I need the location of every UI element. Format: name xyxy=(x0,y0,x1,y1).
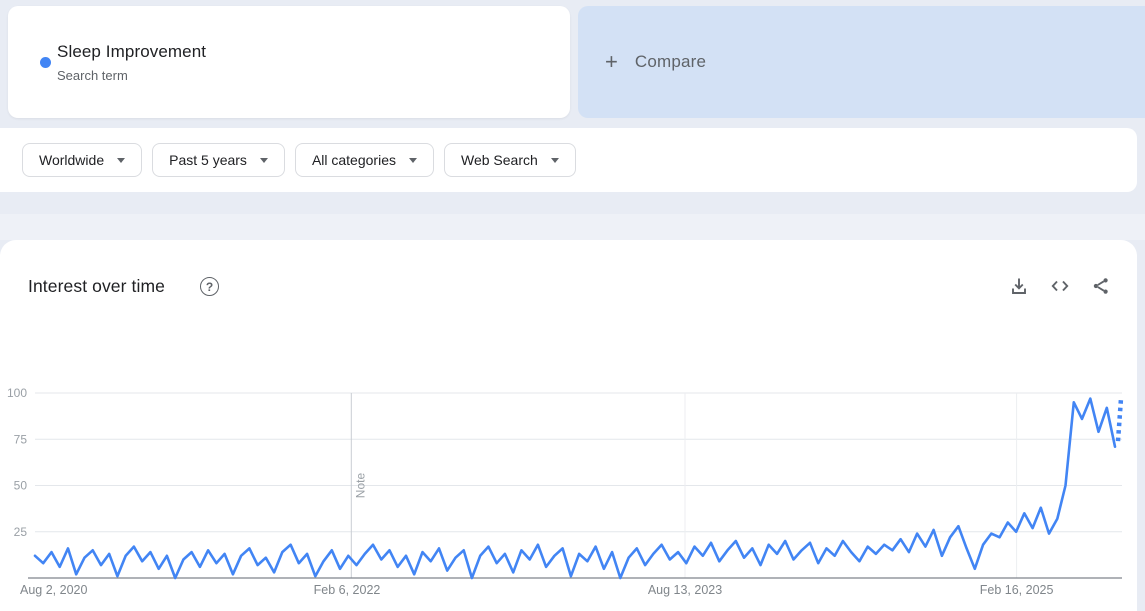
filter-search-type-dropdown[interactable]: Web Search xyxy=(443,143,576,177)
chart-actions xyxy=(1005,272,1115,300)
svg-text:Feb 6, 2022: Feb 6, 2022 xyxy=(314,583,381,597)
add-comparison-card[interactable]: + Compare xyxy=(578,6,1145,118)
search-term-card[interactable]: Sleep Improvement Search term xyxy=(8,6,570,118)
chevron-down-icon xyxy=(117,157,126,163)
filter-category-dropdown[interactable]: All categories xyxy=(294,143,434,177)
svg-text:25: 25 xyxy=(14,525,28,539)
svg-text:Aug 2, 2020: Aug 2, 2020 xyxy=(20,583,87,597)
filter-geo-label: Worldwide xyxy=(39,152,105,168)
help-icon[interactable]: ? xyxy=(200,277,219,296)
search-term-type-label: Search term xyxy=(57,68,128,83)
section-title: Interest over time xyxy=(28,276,165,296)
plus-icon: + xyxy=(605,49,618,74)
embed-code-icon xyxy=(1051,280,1069,292)
search-term-title: Sleep Improvement xyxy=(57,42,207,61)
chevron-down-icon xyxy=(259,157,268,163)
svg-text:Note: Note xyxy=(353,473,367,499)
svg-text:50: 50 xyxy=(14,479,28,493)
download-icon xyxy=(1012,278,1026,294)
share-icon xyxy=(1093,278,1108,294)
chevron-down-icon xyxy=(408,157,417,163)
page-background-band xyxy=(0,214,1145,240)
filter-time-dropdown[interactable]: Past 5 years xyxy=(152,143,285,177)
svg-text:Feb 16, 2025: Feb 16, 2025 xyxy=(980,583,1054,597)
interest-over-time-chart[interactable]: 25 50 75 100 Note Aug 2, 2020 Feb 6, 2022 Aug 1… xyxy=(0,340,1137,608)
download-button[interactable] xyxy=(1005,272,1033,300)
svg-text:Aug 13, 2023: Aug 13, 2023 xyxy=(648,583,722,597)
filter-geo-dropdown[interactable]: Worldwide xyxy=(22,143,143,177)
filter-time-label: Past 5 years xyxy=(169,152,247,168)
embed-button[interactable] xyxy=(1046,272,1074,300)
share-button[interactable] xyxy=(1087,272,1115,300)
interest-over-time-card: Interest over time ? 25 50 75 xyxy=(0,240,1137,611)
compare-label: Compare xyxy=(634,52,707,71)
svg-text:100: 100 xyxy=(7,386,27,400)
filter-search-type-label: Web Search xyxy=(460,152,538,168)
svg-text:75: 75 xyxy=(14,432,28,446)
filter-bar: Worldwide Past 5 years All categories We… xyxy=(0,128,1137,192)
series-color-dot xyxy=(40,57,51,68)
chevron-down-icon xyxy=(550,157,559,163)
filter-category-label: All categories xyxy=(311,152,396,168)
